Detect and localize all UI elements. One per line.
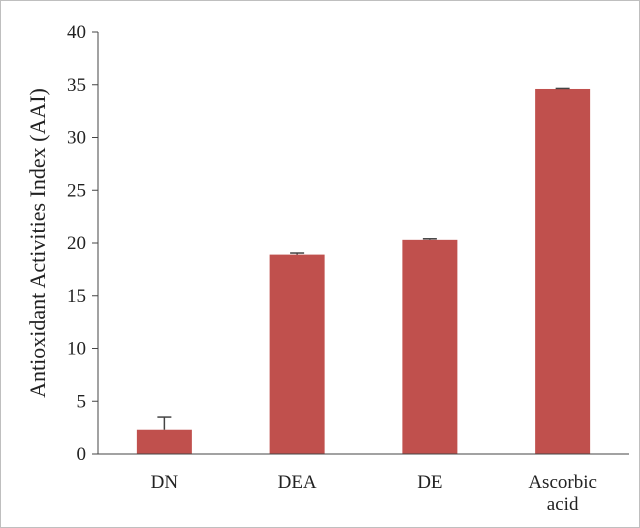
y-tick-label: 10 [67, 339, 86, 360]
y-tick-label: 35 [67, 75, 86, 96]
y-axis-ticks: 0 5 10 15 20 25 30 35 40 [67, 22, 98, 465]
x-category-label: DE [417, 472, 442, 493]
y-tick-label: 30 [67, 128, 86, 149]
y-tick-label: 15 [67, 286, 86, 307]
y-tick-label: 5 [77, 391, 87, 412]
error-bars [157, 87, 570, 430]
error-bar [157, 416, 172, 430]
error-bar [290, 252, 305, 255]
y-tick-label: 0 [77, 444, 87, 465]
x-category-label: Ascorbic acid [528, 472, 597, 515]
bars [136, 88, 591, 454]
bar [402, 239, 458, 454]
x-category-label: DN [151, 472, 179, 493]
bar [136, 429, 192, 454]
bar [535, 88, 591, 454]
x-axis-labels: DN DEA DE Ascorbic acid [151, 472, 597, 515]
x-category-label: DEA [278, 472, 317, 493]
y-tick-label: 20 [67, 233, 86, 254]
error-bar [555, 87, 570, 90]
error-bar [422, 238, 437, 240]
bar [269, 254, 325, 454]
y-tick-label: 25 [67, 180, 86, 201]
y-tick-label: 40 [67, 22, 86, 43]
y-axis-title: Antioxidant Activities Index (AAI) [25, 88, 50, 398]
